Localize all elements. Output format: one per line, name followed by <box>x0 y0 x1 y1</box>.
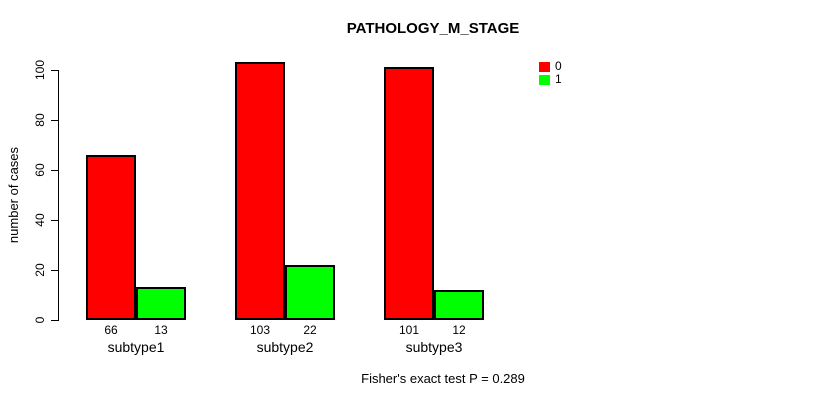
bar-1-subtype3 <box>434 290 484 320</box>
fisher-test-annotation: Fisher's exact test P = 0.289 <box>361 371 525 386</box>
y-tick-label: 20 <box>33 263 47 277</box>
legend-swatch-0 <box>539 61 550 72</box>
legend-label: 0 <box>555 59 562 73</box>
y-axis-line <box>58 70 59 321</box>
y-tick-label: 60 <box>33 163 47 177</box>
x-axis-label: subtype1 <box>107 339 165 355</box>
y-tick-label: 0 <box>33 316 47 324</box>
legend-item-1: 1 <box>539 72 562 86</box>
y-tick <box>51 220 58 221</box>
bar-0-subtype2 <box>235 62 285 320</box>
y-tick <box>51 120 58 121</box>
legend-label: 1 <box>555 72 562 86</box>
legend-swatch-1 <box>539 74 550 85</box>
y-tick <box>51 320 58 321</box>
chart-title: PATHOLOGY_M_STAGE <box>346 20 520 37</box>
y-tick-label: 40 <box>33 213 47 227</box>
bar-value-label: 66 <box>104 323 118 337</box>
bar-value-label: 101 <box>398 323 420 337</box>
y-tick-label: 80 <box>33 113 47 127</box>
y-tick <box>51 170 58 171</box>
x-axis-label: subtype2 <box>256 339 314 355</box>
y-tick <box>51 270 58 271</box>
bar-1-subtype1 <box>136 287 186 320</box>
y-tick-label: 100 <box>33 59 47 81</box>
bar-value-label: 22 <box>303 323 317 337</box>
x-axis-label: subtype3 <box>405 339 463 355</box>
bar-1-subtype2 <box>285 265 335 320</box>
bar-value-label: 12 <box>452 323 466 337</box>
legend-item-0: 0 <box>539 59 562 73</box>
bar-0-subtype1 <box>86 155 136 320</box>
bar-0-subtype3 <box>384 67 434 320</box>
y-tick <box>51 70 58 71</box>
bar-value-label: 103 <box>249 323 271 337</box>
bar-value-label: 13 <box>154 323 168 337</box>
